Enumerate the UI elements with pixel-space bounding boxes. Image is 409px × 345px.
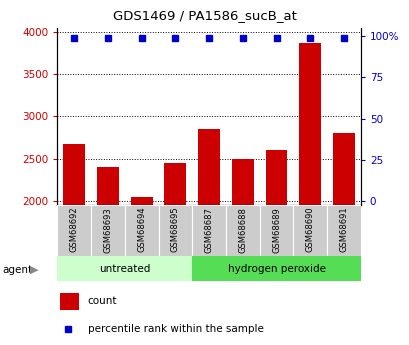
Bar [57,256,192,281]
Text: GSM68687: GSM68687 [204,207,213,253]
Bar [192,205,225,257]
Bar [231,159,253,345]
Bar [332,134,354,345]
Bar [130,197,152,345]
Text: GSM68695: GSM68695 [171,207,180,253]
Bar [259,205,293,257]
Bar [225,205,259,257]
Text: hydrogen peroxide: hydrogen peroxide [227,264,325,274]
Bar [265,150,287,345]
Bar [192,256,360,281]
Text: GSM68689: GSM68689 [271,207,280,253]
Text: ▶: ▶ [29,265,38,275]
Bar [158,205,192,257]
Bar [63,144,85,345]
Bar [293,205,326,257]
Text: count: count [88,296,117,306]
Bar [60,293,79,309]
Bar [198,129,220,345]
Text: GSM68692: GSM68692 [70,207,79,253]
Text: GDS1469 / PA1586_sucB_at: GDS1469 / PA1586_sucB_at [113,9,296,22]
Text: percentile rank within the sample: percentile rank within the sample [88,324,263,334]
Bar [57,205,91,257]
Text: untreated: untreated [99,264,150,274]
Text: GSM68690: GSM68690 [305,207,314,253]
Text: GSM68694: GSM68694 [137,207,146,253]
Text: GSM68693: GSM68693 [103,207,112,253]
Bar [326,205,360,257]
Bar [124,205,158,257]
Bar [164,163,186,345]
Text: GSM68688: GSM68688 [238,207,247,253]
Bar [299,43,320,345]
Text: agent: agent [2,265,32,275]
Bar [97,167,119,345]
Text: GSM68691: GSM68691 [339,207,348,253]
Bar [91,205,124,257]
